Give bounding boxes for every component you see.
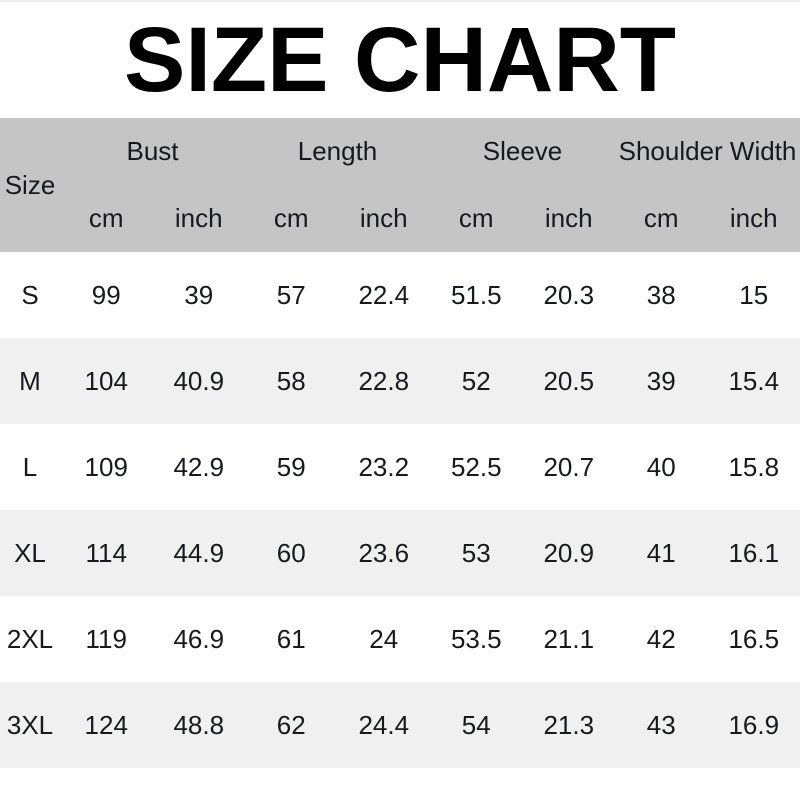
sleeve-inch-cell: 21.1 bbox=[543, 623, 595, 654]
sleeve-inch-cell: 20.5 bbox=[543, 365, 595, 396]
table-row-s: S 99 39 57 22.4 51.5 20.3 38 15 bbox=[0, 252, 800, 338]
shoulder-inch-cell: 16.5 bbox=[728, 623, 780, 654]
size-cell: 2XL bbox=[6, 623, 54, 654]
bust-cm-cell: 104 bbox=[84, 365, 128, 396]
unit-header-inch: inch bbox=[174, 203, 223, 233]
shoulder-cm-cell: 39 bbox=[646, 365, 676, 396]
size-cell: XL bbox=[14, 537, 46, 568]
length-cm-cell: 60 bbox=[276, 537, 306, 568]
bottom-spacer bbox=[0, 768, 800, 800]
bust-cm-cell: 114 bbox=[85, 537, 127, 568]
sleeve-cm-cell: 52.5 bbox=[450, 451, 502, 482]
table-row-xl: XL 114 44.9 60 23.6 53 20.9 41 16.1 bbox=[0, 510, 800, 596]
column-group-shoulder-width: Shoulder Width bbox=[618, 136, 797, 166]
page-title: SIZE CHART bbox=[124, 9, 676, 111]
length-cm-cell: 57 bbox=[276, 279, 306, 310]
size-cell: M bbox=[19, 365, 41, 396]
bust-cm-cell: 109 bbox=[84, 451, 128, 482]
bust-cm-cell: 119 bbox=[85, 623, 127, 654]
bust-cm-cell: 99 bbox=[91, 279, 121, 310]
unit-header-inch: inch bbox=[544, 203, 593, 233]
table-row-l: L 109 42.9 59 23.2 52.5 20.7 40 15.8 bbox=[0, 424, 800, 510]
sleeve-cm-cell: 53 bbox=[461, 537, 491, 568]
sleeve-inch-cell: 20.9 bbox=[543, 537, 595, 568]
shoulder-inch-cell: 15.4 bbox=[728, 365, 780, 396]
sleeve-cm-cell: 52 bbox=[461, 365, 491, 396]
sleeve-cm-cell: 53.5 bbox=[450, 623, 502, 654]
table-row-2xl: 2XL 119 46.9 61 24 53.5 21.1 42 16.5 bbox=[0, 596, 800, 682]
unit-header-inch: inch bbox=[729, 203, 778, 233]
length-inch-cell: 22.8 bbox=[358, 365, 410, 396]
size-cell: L bbox=[22, 451, 38, 482]
unit-header-cm: cm bbox=[643, 203, 679, 233]
size-cell: S bbox=[21, 279, 39, 310]
column-group-length: Length bbox=[297, 136, 378, 166]
shoulder-cm-cell: 40 bbox=[646, 451, 676, 482]
shoulder-cm-cell: 41 bbox=[646, 537, 676, 568]
length-inch-cell: 24 bbox=[369, 623, 399, 654]
bust-cm-cell: 124 bbox=[84, 709, 128, 740]
unit-header-cm: cm bbox=[88, 203, 124, 233]
length-inch-cell: 23.6 bbox=[358, 537, 410, 568]
column-group-sleeve: Sleeve bbox=[482, 136, 563, 166]
column-header-size: Size bbox=[4, 169, 56, 200]
bust-inch-cell: 42.9 bbox=[173, 451, 225, 482]
sleeve-inch-cell: 20.7 bbox=[543, 451, 595, 482]
column-group-bust: Bust bbox=[126, 136, 179, 166]
table-row-m: M 104 40.9 58 22.8 52 20.5 39 15.4 bbox=[0, 338, 800, 424]
shoulder-inch-cell: 15 bbox=[739, 279, 769, 310]
bust-inch-cell: 39 bbox=[184, 279, 214, 310]
shoulder-inch-cell: 16.1 bbox=[728, 537, 780, 568]
title-bar: SIZE CHART bbox=[0, 2, 800, 118]
length-cm-cell: 59 bbox=[276, 451, 306, 482]
shoulder-cm-cell: 38 bbox=[646, 279, 676, 310]
sleeve-cm-cell: 54 bbox=[461, 709, 491, 740]
table-row-3xl: 3XL 124 48.8 62 24.4 54 21.3 43 16.9 bbox=[0, 682, 800, 768]
bust-inch-cell: 46.9 bbox=[173, 623, 225, 654]
length-cm-cell: 61 bbox=[276, 623, 306, 654]
length-cm-cell: 62 bbox=[276, 709, 306, 740]
unit-header-cm: cm bbox=[273, 203, 309, 233]
unit-header-cm: cm bbox=[458, 203, 494, 233]
size-cell: 3XL bbox=[6, 709, 54, 740]
bust-inch-cell: 44.9 bbox=[173, 537, 225, 568]
table-header: Size Bust Length Sleeve Shoulder Width c… bbox=[0, 118, 800, 252]
length-cm-cell: 58 bbox=[276, 365, 306, 396]
bust-inch-cell: 48.8 bbox=[173, 709, 225, 740]
shoulder-inch-cell: 15.8 bbox=[728, 451, 780, 482]
length-inch-cell: 24.4 bbox=[358, 709, 410, 740]
shoulder-inch-cell: 16.9 bbox=[728, 709, 780, 740]
sleeve-inch-cell: 21.3 bbox=[543, 709, 595, 740]
sleeve-cm-cell: 51.5 bbox=[450, 279, 502, 310]
shoulder-cm-cell: 42 bbox=[646, 623, 676, 654]
length-inch-cell: 23.2 bbox=[358, 451, 410, 482]
unit-header-inch: inch bbox=[359, 203, 408, 233]
bust-inch-cell: 40.9 bbox=[173, 365, 225, 396]
shoulder-cm-cell: 43 bbox=[646, 709, 676, 740]
sleeve-inch-cell: 20.3 bbox=[543, 279, 595, 310]
length-inch-cell: 22.4 bbox=[358, 279, 410, 310]
